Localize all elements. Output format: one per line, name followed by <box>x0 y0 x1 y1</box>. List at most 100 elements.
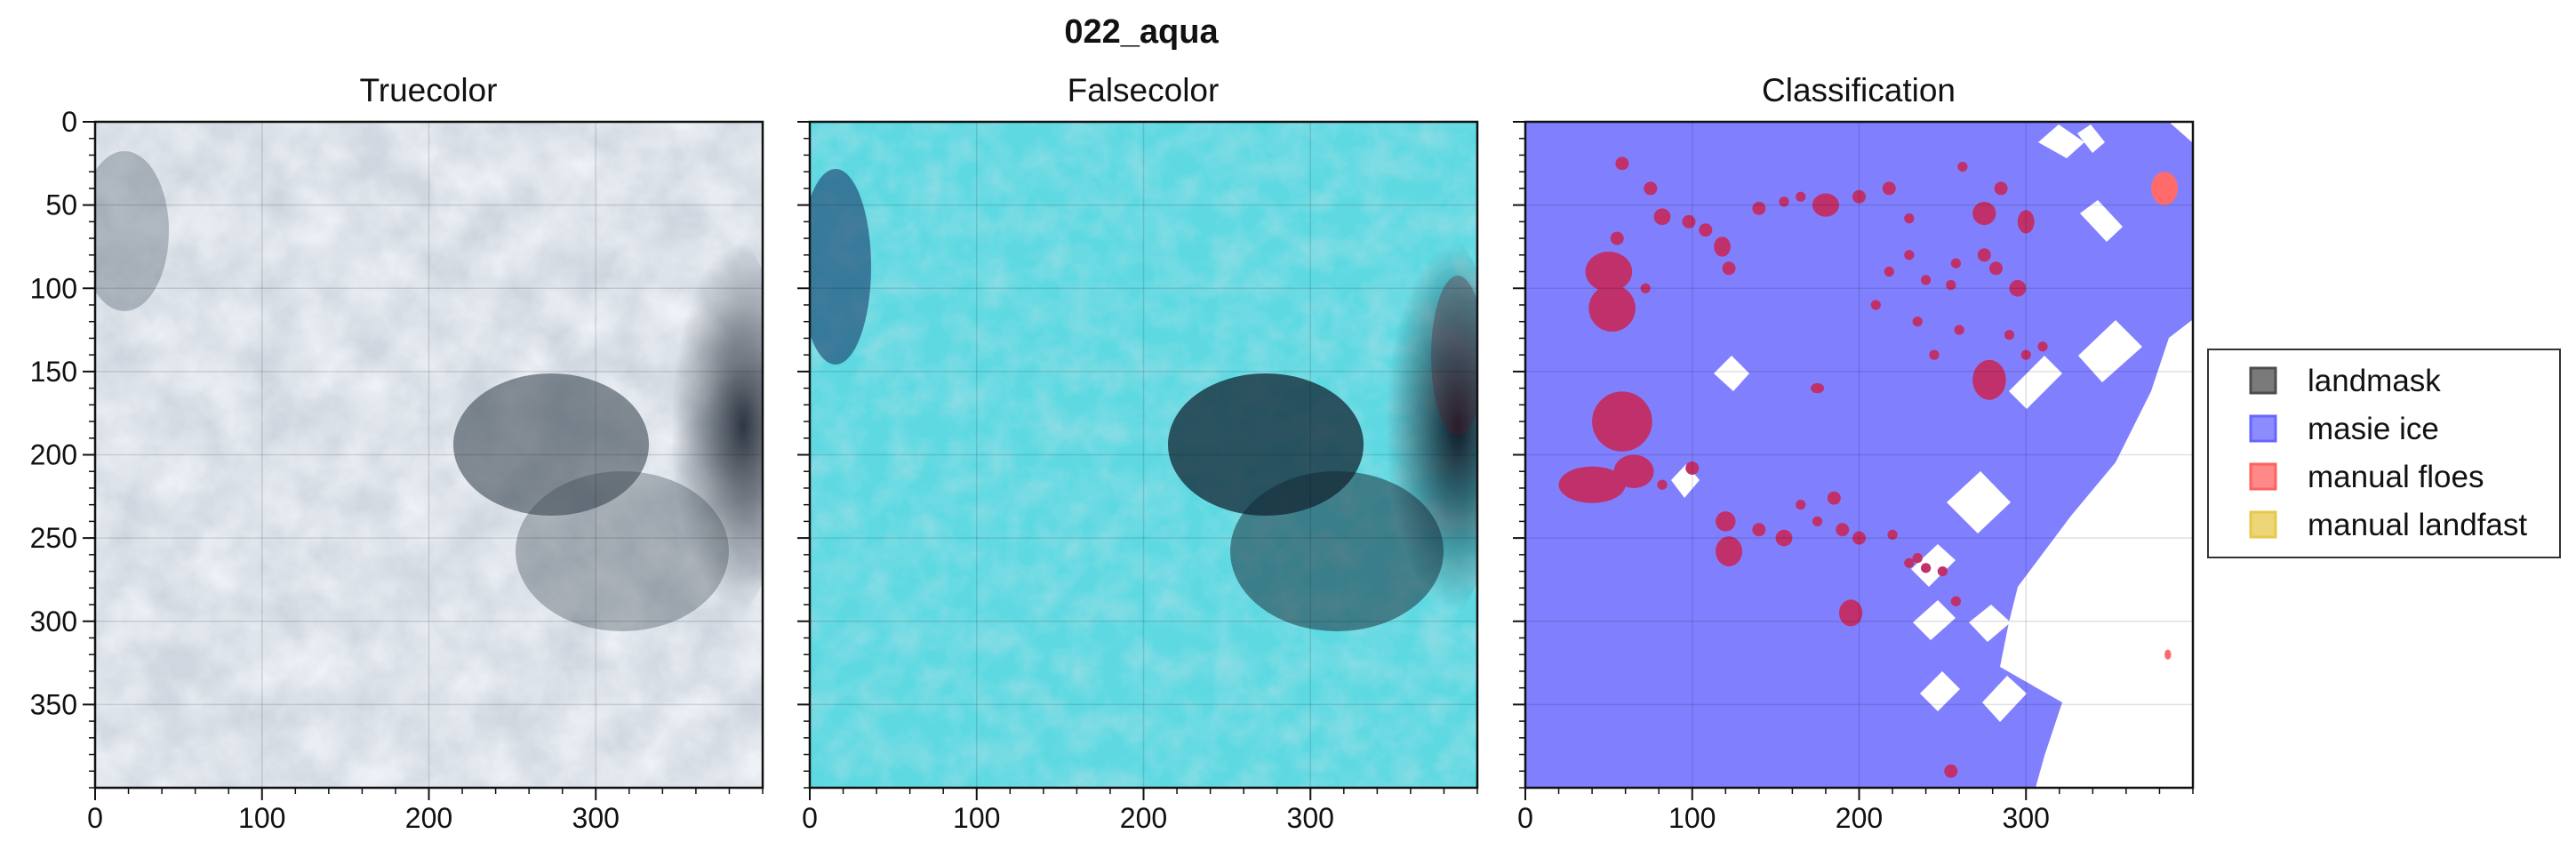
floe <box>1884 266 1894 277</box>
y-tick-label: 300 <box>30 605 77 637</box>
falsecolor-axes: 0 100 200 300 <box>797 120 1479 834</box>
x-tick-label: 0 <box>802 802 818 834</box>
y-tick-label: 250 <box>30 522 77 554</box>
floe <box>2151 172 2179 205</box>
legend-label: masie ice <box>2308 412 2439 446</box>
legend-swatch <box>2249 414 2277 443</box>
floe <box>1796 191 1806 202</box>
floe <box>1912 317 1923 327</box>
floe <box>1685 461 1700 475</box>
x-tick-label: 200 <box>1120 802 1167 834</box>
floe <box>1558 466 1626 503</box>
floe <box>1653 208 1671 226</box>
floe <box>1950 596 1962 606</box>
floe <box>1722 261 1736 276</box>
figure-title: 022_aqua <box>1064 13 1219 51</box>
falsecolor-title: Falsecolor <box>1068 72 1220 108</box>
floe <box>1592 391 1652 452</box>
floe <box>1929 349 1940 360</box>
floe <box>1946 279 1956 291</box>
floe <box>1585 252 1633 292</box>
floe <box>1988 261 2003 276</box>
legend-label: manual floes <box>2308 460 2484 494</box>
floe <box>1870 300 1881 310</box>
x-tick-label: 300 <box>2003 802 2050 834</box>
classification-panel: Classification <box>1513 72 2195 834</box>
floe <box>1904 557 1915 568</box>
floe <box>1699 223 1713 237</box>
floe <box>1904 212 1915 224</box>
floe <box>1657 479 1668 490</box>
floe <box>1852 189 1867 204</box>
floe <box>1972 359 2006 400</box>
floe <box>1796 500 1806 510</box>
floe <box>1644 181 1658 196</box>
floe <box>2004 330 2015 341</box>
y-tick-label: 0 <box>61 106 77 138</box>
floe <box>2009 279 2027 297</box>
floe <box>1752 523 1766 537</box>
y-tick-label: 350 <box>30 688 77 720</box>
y-tick-label: 100 <box>30 272 77 304</box>
floe <box>1588 285 1636 332</box>
floe <box>1812 516 1823 527</box>
floe <box>1812 193 1839 217</box>
floe <box>1716 536 1743 566</box>
falsecolor-panel: Falsecolor 0 100 200 300 <box>797 72 1479 834</box>
x-tick-label: 100 <box>953 802 1000 834</box>
truecolor-axes: 0 100 200 300 0 50 100 150 200 250 300 350 <box>30 106 764 834</box>
floe <box>1610 231 1624 245</box>
classification-axes: 0 100 200 300 <box>1513 120 2195 834</box>
x-tick-label: 300 <box>572 802 620 834</box>
floe <box>1954 325 1964 335</box>
x-tick-label: 100 <box>238 802 285 834</box>
floe <box>1904 250 1915 261</box>
floe <box>1827 491 1841 505</box>
floe <box>1714 237 1731 257</box>
legend-swatch <box>2249 366 2277 395</box>
floe <box>2037 341 2048 352</box>
classification-image <box>1525 122 2193 788</box>
masie-gaps <box>1671 124 2142 722</box>
floe <box>1838 599 1863 627</box>
x-tick-label: 200 <box>405 802 452 834</box>
manual-floes <box>1558 156 2179 778</box>
floe <box>1752 201 1766 215</box>
floe <box>1920 563 1932 573</box>
legend-swatch <box>2249 510 2277 539</box>
floe <box>1836 523 1850 537</box>
truecolor-title: Truecolor <box>360 72 498 108</box>
floe <box>1716 511 1736 532</box>
x-tick-label: 0 <box>87 802 103 834</box>
floe <box>1972 201 1996 226</box>
legend-label: manual landfast <box>2308 508 2527 542</box>
x-tick-label: 100 <box>1668 802 1716 834</box>
falsecolor-image <box>810 122 1477 788</box>
x-tick-label: 300 <box>1287 802 1334 834</box>
floe <box>1912 552 1923 564</box>
legend-swatch <box>2249 462 2277 491</box>
y-tick-label: 50 <box>45 189 77 221</box>
floe <box>2164 649 2172 660</box>
legend: landmask masie ice manual floes manual land… <box>2207 349 2561 558</box>
x-tick-label: 0 <box>1517 802 1533 834</box>
floe <box>1779 196 1789 207</box>
floe <box>1811 382 1825 394</box>
floe <box>1994 181 2008 196</box>
floe <box>1944 764 1958 778</box>
floe <box>1920 275 1932 285</box>
floe <box>1950 258 1962 269</box>
y-tick-label: 150 <box>30 356 77 388</box>
floe <box>1957 161 1968 172</box>
x-tick-label: 200 <box>1836 802 1883 834</box>
floe <box>1977 248 1991 262</box>
y-tick-label: 200 <box>30 439 77 471</box>
floe <box>2017 210 2035 234</box>
floe <box>1682 214 1696 229</box>
floe <box>1640 283 1651 293</box>
floe <box>1887 529 1898 540</box>
floe <box>1937 565 1948 577</box>
classification-title: Classification <box>1762 72 1956 108</box>
floe <box>1882 181 1896 196</box>
